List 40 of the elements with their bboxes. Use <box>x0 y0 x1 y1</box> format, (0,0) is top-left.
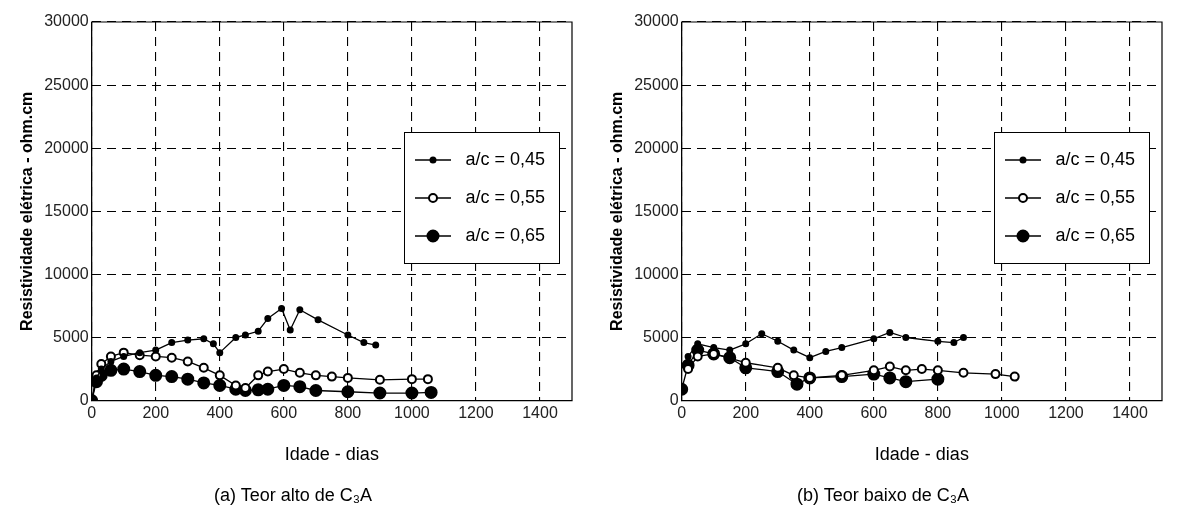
x-tick-label: 1000 <box>984 403 1020 421</box>
x-axis-title: Idade - dias <box>874 443 969 464</box>
legend-label: a/c = 0,45 <box>465 149 545 171</box>
x-tick-label: 800 <box>924 403 952 421</box>
legend-label: a/c = 0,65 <box>465 225 545 247</box>
y-tick-label: 20000 <box>44 138 89 156</box>
y-tick-label: 5000 <box>53 327 89 345</box>
y-tick-label: 15000 <box>634 201 679 219</box>
y-tick-label: 20000 <box>634 138 679 156</box>
x-tick-label: 400 <box>796 403 824 421</box>
y-tick-label: 25000 <box>44 75 89 93</box>
x-tick-label: 800 <box>334 403 362 421</box>
legend-label: a/c = 0,55 <box>1055 187 1135 209</box>
legend-label: a/c = 0,65 <box>1055 225 1135 247</box>
x-tick-label: 600 <box>860 403 888 421</box>
x-axis-title: Idade - dias <box>284 443 379 464</box>
y-tick-label: 25000 <box>634 75 679 93</box>
y-tick-label: 10000 <box>44 264 89 282</box>
x-tick-label: 1400 <box>522 403 558 421</box>
legend-label: a/c = 0,45 <box>1055 149 1135 171</box>
x-tick-label: 1400 <box>1112 403 1148 421</box>
x-tick-label: 200 <box>142 403 170 421</box>
legend-label: a/c = 0,55 <box>465 187 545 209</box>
y-axis-title: Resistividade elétrica - ohm.cm <box>608 91 626 331</box>
y-axis-title: Resistividade elétrica - ohm.cm <box>18 91 36 331</box>
x-tick-label: 1200 <box>1048 403 1084 421</box>
x-tick-label: 1200 <box>458 403 494 421</box>
y-tick-label: 30000 <box>634 12 679 30</box>
x-tick-label: 400 <box>206 403 234 421</box>
y-tick-label: 5000 <box>643 327 679 345</box>
x-tick-label: 1000 <box>394 403 430 421</box>
x-tick-label: 600 <box>270 403 298 421</box>
y-tick-label: 15000 <box>44 201 89 219</box>
y-tick-label: 10000 <box>634 264 679 282</box>
y-tick-label: 30000 <box>44 12 89 30</box>
y-tick-label: 0 <box>669 391 679 409</box>
y-tick-label: 0 <box>79 391 89 409</box>
x-tick-label: 200 <box>732 403 760 421</box>
text: (a) Teor alto de C₃A <box>213 485 373 506</box>
text: (b) Teor baixo de C₃A <box>796 485 970 506</box>
